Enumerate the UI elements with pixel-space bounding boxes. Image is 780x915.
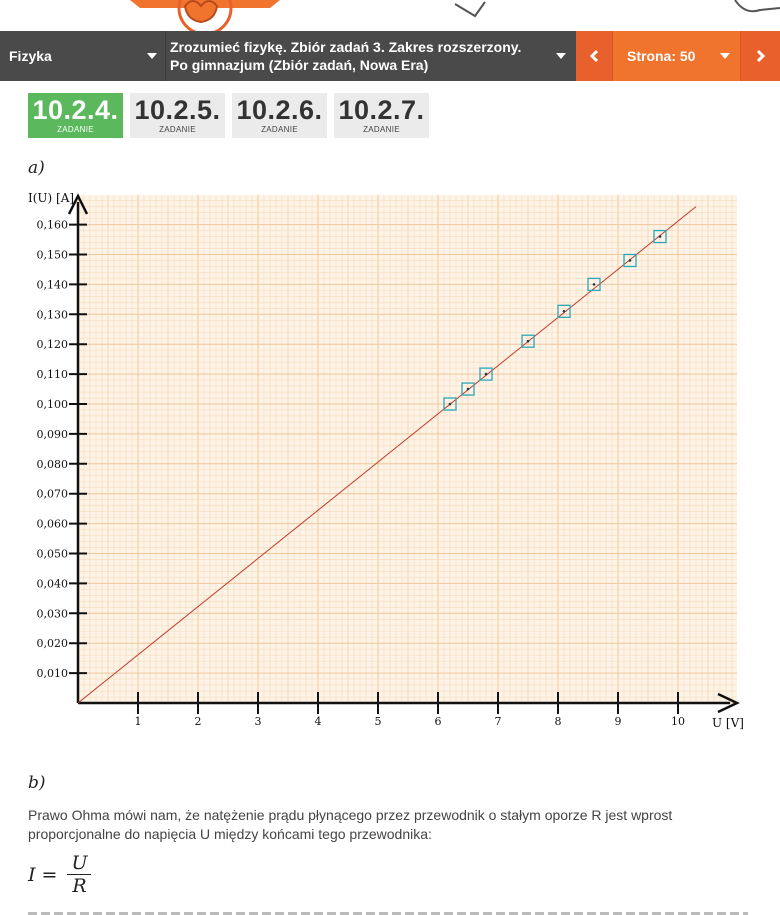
page-label: Strona: 50 (627, 48, 696, 64)
formula-lhs: I = (28, 863, 58, 886)
y-tick-label: 0,050 (37, 548, 69, 561)
formula-fraction: U R (67, 852, 92, 897)
plot-background (78, 195, 737, 703)
y-tick-label: 0,010 (37, 667, 69, 680)
tab-task-10-2-5[interactable]: 10.2.5. ZADANIE (130, 93, 225, 138)
data-point-marker (461, 382, 475, 396)
x-tick-label: 6 (435, 715, 442, 728)
chart-axes: 1 2 3 4 5 6 7 8 9 10 0,010 0,020 0,030 0,040 0,050 0,06… (28, 191, 744, 730)
chevron-down-icon (556, 53, 566, 59)
data-point (448, 402, 452, 406)
subject-dropdown[interactable]: Fizyka (0, 31, 165, 81)
y-tick-label: 0,160 (37, 219, 69, 232)
ohm-law-formula: I = U R (28, 852, 92, 897)
y-tick-label: 0,060 (37, 518, 69, 531)
tab-label: ZADANIE (261, 125, 298, 134)
task-tabs: 10.2.4. ZADANIE 10.2.5. ZADANIE 10.2.6. … (28, 93, 429, 138)
x-axis-label: U [V] (712, 716, 744, 730)
y-tick-label: 0,020 (37, 637, 69, 650)
y-tick-label: 0,100 (37, 398, 69, 411)
x-tick-label: 2 (195, 715, 202, 728)
data-point-marker (623, 253, 637, 268)
chevron-down-icon (147, 53, 157, 59)
y-tick-label: 0,040 (37, 577, 69, 590)
header-decoration (0, 0, 780, 31)
ohm-law-description: Prawo Ohma mówi nam, że natężenie prądu … (28, 807, 673, 842)
x-tick-label: 8 (555, 715, 562, 728)
y-tick-label: 0,150 (37, 249, 69, 262)
data-point (466, 387, 470, 391)
data-point (592, 283, 596, 286)
x-axis-arrow (717, 692, 740, 714)
formula-numerator: U (67, 852, 92, 875)
tab-label: ZADANIE (363, 125, 400, 134)
data-point (628, 259, 632, 262)
data-point-marker (557, 304, 571, 318)
tab-number: 10.2.5. (134, 95, 221, 125)
x-tick-label: 7 (495, 715, 502, 728)
navigation-bar: Fizyka Zrozumieć fizykę. Zbiór zadań 3. … (0, 31, 780, 81)
page-dropdown[interactable]: Strona: 50 (612, 31, 741, 81)
data-point-marker (479, 367, 493, 381)
data-point-marker (443, 397, 457, 411)
y-tick-label: 0,130 (37, 308, 69, 321)
tab-task-10-2-6[interactable]: 10.2.6. ZADANIE (232, 93, 327, 138)
part-a-label: a) (28, 158, 45, 178)
chevron-left-icon (589, 49, 599, 63)
data-point-marker (587, 277, 601, 292)
data-point (526, 339, 530, 343)
formula-denominator: R (72, 875, 87, 897)
x-tick-label: 1 (135, 715, 142, 728)
data-point-marker (653, 229, 667, 244)
x-tick-label: 4 (315, 715, 322, 728)
y-tick-label: 0,030 (37, 607, 69, 620)
x-tick-label: 9 (615, 715, 622, 728)
truncated-text-line (28, 908, 748, 915)
chevron-right-icon (756, 49, 765, 63)
y-tick-label: 0,090 (37, 428, 69, 441)
part-b-label: b) (28, 773, 46, 793)
chart-marks (77, 206, 697, 704)
chart-grid (77, 195, 737, 704)
book-title: Zrozumieć fizykę. Zbiór zadań 3. Zakres … (170, 39, 522, 73)
tab-label: ZADANIE (159, 125, 196, 134)
previous-page-button[interactable] (576, 31, 612, 81)
y-tick-label: 0,070 (37, 488, 69, 501)
x-tick-label: 3 (255, 715, 262, 728)
next-page-button[interactable] (741, 31, 780, 81)
y-tick-label: 0,140 (37, 278, 69, 291)
x-tick-label: 5 (375, 715, 382, 728)
y-tick-label: 0,110 (37, 368, 69, 381)
data-point (658, 235, 662, 238)
chevron-down-icon (720, 53, 730, 59)
tab-number: 10.2.7. (338, 95, 425, 125)
tab-task-10-2-7[interactable]: 10.2.7. ZADANIE (334, 93, 429, 138)
y-axis-label: I(U) [A] (28, 191, 74, 205)
tab-number: 10.2.6. (236, 95, 323, 125)
data-point (562, 310, 566, 313)
data-point-marker (521, 334, 535, 348)
y-tick-label: 0,080 (37, 458, 69, 471)
fit-line (77, 206, 697, 704)
tab-task-10-2-4[interactable]: 10.2.4. ZADANIE (28, 93, 123, 138)
tab-label: ZADANIE (57, 125, 94, 134)
data-point (484, 372, 488, 376)
current-voltage-chart: 1 2 3 4 5 6 7 8 9 10 0,010 0,020 0,030 0,040 0,050 0,06… (28, 191, 744, 730)
y-axis-arrow (67, 193, 89, 215)
y-tick-label: 0,120 (37, 338, 69, 351)
subject-label: Fizyka (9, 48, 52, 64)
x-tick-label: 10 (671, 715, 685, 728)
logo-decoration (130, 0, 780, 31)
book-dropdown[interactable]: Zrozumieć fizykę. Zbiór zadań 3. Zakres … (165, 31, 576, 81)
tab-number: 10.2.4. (32, 95, 119, 125)
